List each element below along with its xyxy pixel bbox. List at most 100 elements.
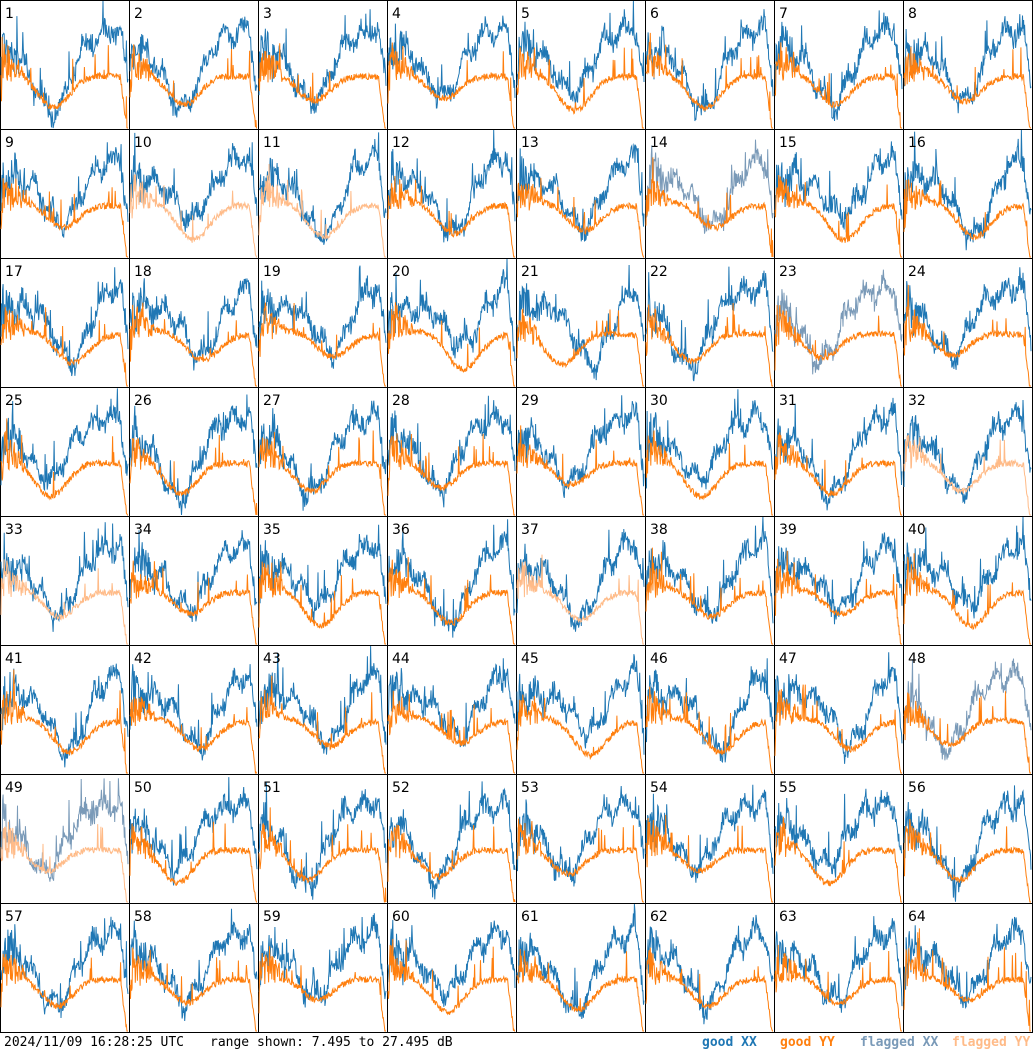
panel-label: 59 — [263, 909, 281, 925]
timestamp: 2024/11/09 16:28:25 UTC — [4, 1035, 185, 1050]
panel-39: 39 — [774, 516, 904, 646]
panel-44: 44 — [387, 645, 517, 775]
panel-7: 7 — [774, 0, 904, 130]
panel-23: 23 — [774, 258, 904, 388]
panel-32: 32 — [903, 387, 1033, 517]
series-line-yy-28 — [387, 433, 515, 516]
panel-34: 34 — [129, 516, 259, 646]
panel-57: 57 — [0, 903, 130, 1033]
panel-label: 61 — [521, 909, 539, 925]
series-line-yy-24 — [903, 284, 1031, 387]
series-line-xx-55 — [774, 788, 903, 878]
panel-label: 29 — [521, 393, 539, 409]
series-line-yy-15 — [774, 174, 902, 258]
panel-label: 34 — [134, 522, 152, 538]
panel-64: 64 — [903, 903, 1033, 1033]
panel-frame — [903, 0, 1033, 130]
series-line-xx-34 — [129, 530, 258, 623]
panel-18: 18 — [129, 258, 259, 388]
panel-40: 40 — [903, 516, 1033, 646]
panel-frame — [387, 0, 517, 130]
panel-29: 29 — [516, 387, 646, 517]
series-line-xx-60 — [387, 919, 516, 1007]
panel-55: 55 — [774, 774, 904, 904]
panel-6: 6 — [645, 0, 775, 130]
series-line-yy-20 — [387, 302, 515, 387]
panel-label: 18 — [134, 264, 152, 280]
series-line-xx-35 — [258, 524, 387, 624]
panel-19: 19 — [258, 258, 388, 388]
panel-frame — [258, 774, 388, 904]
panel-61: 61 — [516, 903, 646, 1033]
series-line-yy-17 — [0, 306, 128, 387]
series-line-yy-51 — [258, 807, 387, 903]
series-line-yy-60 — [387, 938, 515, 1032]
panel-label: 37 — [521, 522, 539, 538]
series-line-yy-8 — [903, 46, 1031, 129]
series-line-yy-58 — [129, 947, 257, 1032]
panel-50: 50 — [129, 774, 259, 904]
panel-label: 21 — [521, 264, 539, 280]
panel-20: 20 — [387, 258, 517, 388]
series-line-xx-5 — [516, 0, 645, 105]
series-line-xx-62 — [645, 914, 774, 1025]
panel-37: 37 — [516, 516, 646, 646]
panel-54: 54 — [645, 774, 775, 904]
panel-31: 31 — [774, 387, 904, 517]
panel-2: 2 — [129, 0, 259, 130]
panel-14: 14 — [645, 129, 775, 259]
panel-38: 38 — [645, 516, 775, 646]
panel-16: 16 — [903, 129, 1033, 259]
series-line-yy-11 — [258, 163, 386, 258]
panel-62: 62 — [645, 903, 775, 1033]
panel-label: 50 — [134, 780, 152, 796]
series-line-yy-32 — [903, 434, 1031, 516]
series-line-xx-32 — [903, 399, 1032, 504]
series-line-yy-22 — [645, 302, 773, 387]
panel-label: 13 — [521, 135, 539, 151]
series-line-yy-61 — [516, 948, 644, 1032]
panel-frame — [903, 387, 1033, 517]
series-line-yy-37 — [516, 554, 644, 645]
footer: 2024/11/09 16:28:25 UTC range shown: 7.4… — [0, 1033, 1033, 1053]
panel-47: 47 — [774, 645, 904, 775]
panel-label: 56 — [908, 780, 926, 796]
series-line-xx-37 — [516, 528, 645, 632]
panel-35: 35 — [258, 516, 388, 646]
panel-label: 20 — [392, 264, 410, 280]
series-line-yy-12 — [387, 175, 515, 258]
series-line-yy-10 — [129, 174, 257, 258]
panel-10: 10 — [129, 129, 259, 259]
series-line-yy-13 — [516, 177, 644, 258]
panel-label: 36 — [392, 522, 410, 538]
panel-label: 10 — [134, 135, 152, 151]
panel-42: 42 — [129, 645, 259, 775]
series-line-xx-9 — [0, 142, 129, 238]
series-line-xx-8 — [904, 14, 1032, 114]
panel-label: 17 — [5, 264, 23, 280]
series-line-yy-25 — [0, 418, 128, 516]
series-line-yy-54 — [645, 814, 773, 903]
panel-56: 56 — [903, 774, 1033, 904]
panel-label: 4 — [392, 6, 401, 22]
panel-frame — [258, 903, 388, 1033]
series-line-yy-42 — [129, 696, 257, 775]
panel-frame — [129, 774, 259, 904]
series-line-yy-21 — [516, 307, 644, 387]
panel-label: 60 — [392, 909, 410, 925]
panel-label: 30 — [650, 393, 668, 409]
panel-label: 54 — [650, 780, 668, 796]
panel-label: 48 — [908, 651, 926, 667]
legend-good-xx: good XX — [702, 1035, 757, 1050]
panel-label: 63 — [779, 909, 797, 925]
series-line-yy-55 — [774, 816, 902, 903]
series-line-yy-64 — [903, 928, 1031, 1032]
panel-26: 26 — [129, 387, 259, 517]
panel-label: 8 — [908, 6, 917, 22]
series-line-yy-29 — [516, 425, 644, 516]
series-line-yy-59 — [258, 946, 386, 1032]
legend-flagged-yy: flagged YY — [952, 1035, 1031, 1050]
series-line-yy-27 — [258, 430, 386, 516]
panel-label: 62 — [650, 909, 668, 925]
panel-label: 22 — [650, 264, 668, 280]
